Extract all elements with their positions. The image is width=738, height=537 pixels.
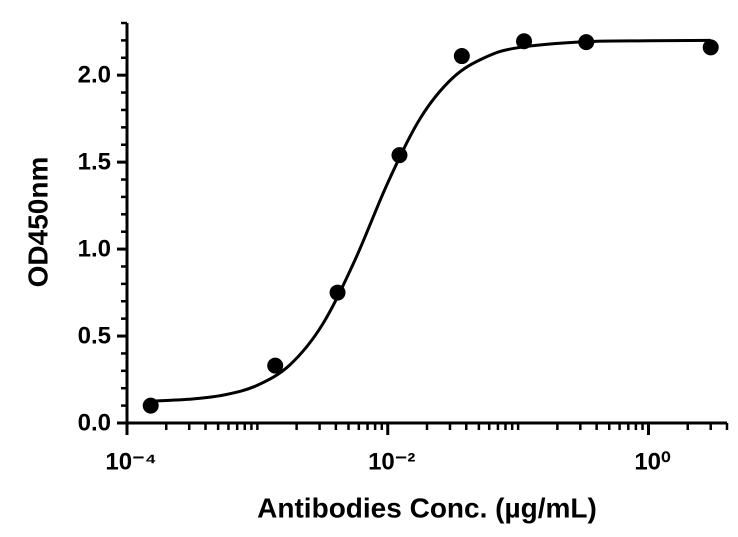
x-tick-label: 10⁰ (634, 448, 671, 475)
x-axis-label: Antibodies Conc. (µg/mL) (257, 492, 597, 523)
data-point (702, 39, 719, 56)
y-axis-label: OD450nm (22, 157, 53, 288)
y-tick-label: 0.5 (78, 322, 111, 349)
y-tick-label: 2.0 (78, 62, 111, 89)
data-point (453, 48, 470, 65)
y-tick-label: 1.5 (78, 148, 111, 175)
y-tick-label: 0.0 (78, 409, 111, 436)
y-tick-label: 1.0 (78, 235, 111, 262)
data-point (267, 357, 284, 374)
x-tick-label: 10⁻⁴ (105, 448, 156, 475)
fit-curve (152, 38, 711, 403)
x-tick-label: 10⁻² (368, 448, 415, 475)
